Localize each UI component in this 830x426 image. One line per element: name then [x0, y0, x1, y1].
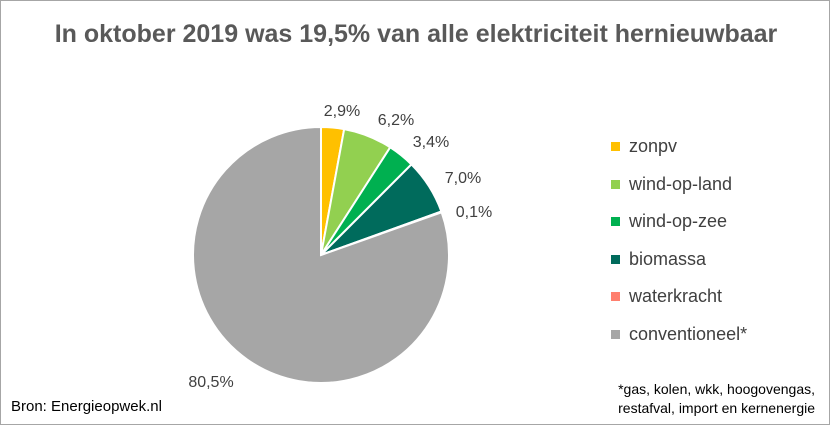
legend-item: biomassa [611, 241, 747, 279]
legend-label: conventioneel* [629, 323, 748, 344]
legend-swatch [611, 217, 620, 227]
pie-slice-conventioneel [192, 125, 450, 384]
legend-item: zonpv [611, 128, 747, 166]
legend-label: waterkracht [629, 286, 723, 307]
data-label: 7,0% [445, 170, 481, 187]
footnote-line: *gas, kolen, wkk, hoogovengas, [618, 381, 815, 397]
legend-label: biomassa [629, 248, 707, 269]
legend-label: wind-op-land [629, 173, 733, 194]
data-label: 80,5% [188, 374, 233, 391]
data-label: 0,1% [456, 204, 492, 221]
legend-item: wind-op-land [611, 166, 747, 204]
legend-swatch [611, 179, 620, 189]
legend-item: wind-op-zee [611, 203, 747, 241]
source-note: Bron: Energieopwek.nl [11, 398, 162, 415]
legend: zonpv wind-op-land wind-op-zee biomassa wate… [611, 128, 747, 353]
data-label: 6,2% [378, 112, 414, 129]
data-label: 2,9% [324, 103, 360, 120]
legend-item: conventioneel* [611, 316, 747, 354]
legend-label: wind-op-zee [629, 211, 728, 232]
footnote-line: restafval, import en kernenergie [618, 400, 815, 416]
legend-label: zonpv [629, 136, 678, 157]
footnote: *gas, kolen, wkk, hoogovengas, restafval… [618, 380, 815, 418]
legend-swatch [611, 329, 620, 339]
legend-swatch [611, 142, 620, 152]
data-label: 3,4% [413, 134, 449, 151]
chart-title: In oktober 2019 was 19,5% van alle elekt… [54, 20, 778, 48]
legend-swatch [611, 254, 620, 264]
legend-swatch [611, 292, 620, 302]
legend-item: waterkracht [611, 278, 747, 316]
